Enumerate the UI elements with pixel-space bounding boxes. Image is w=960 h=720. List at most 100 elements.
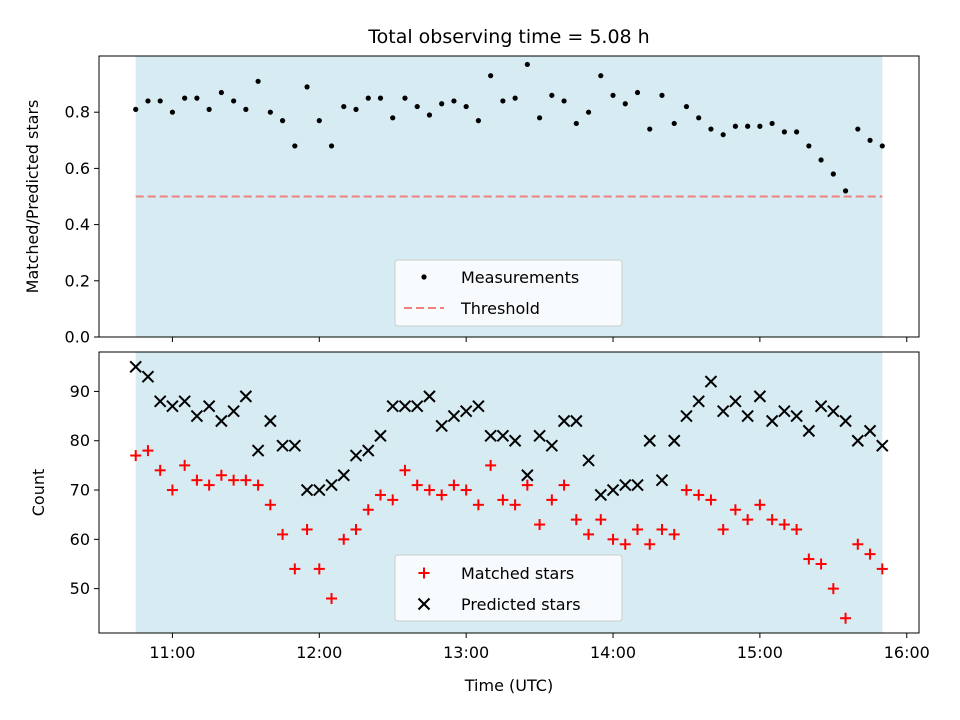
predicted-star-point bbox=[153, 395, 167, 408]
predicted-star-point bbox=[533, 429, 546, 443]
matched-star-point bbox=[778, 519, 790, 531]
predicted-star-point bbox=[704, 375, 718, 388]
measurement-point bbox=[622, 101, 628, 107]
matched-star-point bbox=[240, 474, 252, 486]
legend-predicted-marker bbox=[417, 597, 431, 611]
matched-star-point bbox=[729, 504, 741, 516]
matched-star-point bbox=[472, 499, 484, 511]
measurement-point bbox=[867, 137, 873, 143]
predicted-star-point bbox=[386, 400, 399, 413]
measurement-point bbox=[696, 115, 702, 121]
measurement-point bbox=[671, 120, 677, 127]
predicted-star-point bbox=[753, 390, 767, 403]
measurement-point bbox=[806, 143, 812, 149]
predicted-star-point bbox=[827, 404, 840, 418]
measurement-point bbox=[255, 78, 261, 84]
measurement-point bbox=[524, 61, 530, 68]
measurement-point bbox=[573, 120, 579, 127]
measurement-point bbox=[133, 106, 139, 112]
measurement-point bbox=[414, 103, 420, 110]
matched-star-point bbox=[448, 479, 460, 491]
legend-matched-glyph bbox=[418, 567, 430, 579]
matched-star-point bbox=[313, 563, 325, 575]
measurement-point bbox=[610, 92, 616, 98]
matched-star-point bbox=[215, 469, 227, 481]
matched-star-point bbox=[693, 489, 705, 501]
matched-star-point bbox=[791, 523, 803, 535]
predicted-star-point bbox=[814, 400, 828, 413]
predicted-star-point bbox=[215, 414, 228, 428]
top-legend-box bbox=[394, 259, 623, 327]
predicted-star-point bbox=[643, 434, 656, 447]
matched-star-point bbox=[534, 519, 546, 531]
measurement-point bbox=[659, 92, 665, 98]
predicted-star-point bbox=[790, 409, 803, 423]
matched-star-point bbox=[142, 445, 154, 457]
predicted-star-point bbox=[484, 429, 497, 443]
predicted-star-point bbox=[288, 439, 302, 452]
measurement-point bbox=[292, 143, 298, 149]
bottom-axes-frame bbox=[98, 351, 920, 634]
matched-star-point bbox=[521, 479, 533, 491]
matched-star-point bbox=[876, 563, 888, 575]
measurement-point bbox=[145, 98, 151, 104]
predicted-star-point bbox=[459, 404, 473, 418]
matched-star-point bbox=[289, 563, 301, 575]
matched-star-point bbox=[607, 533, 619, 545]
measurement-point bbox=[353, 106, 359, 112]
matched-star-point bbox=[754, 499, 766, 511]
bottom-x-ticks: 11:00 12:00 13:00 14:00 15:00 16:00 bbox=[149, 633, 930, 662]
matched-star-point bbox=[742, 514, 754, 526]
matched-star-point bbox=[509, 499, 521, 511]
measurement-point bbox=[855, 126, 861, 132]
predicted-star-point bbox=[545, 439, 559, 452]
measurement-point bbox=[218, 89, 224, 96]
measurement-point bbox=[757, 123, 763, 129]
predicted-star-point bbox=[692, 395, 705, 408]
top-y-tick-label: 0.4 bbox=[65, 215, 90, 234]
legend-measurement-marker bbox=[421, 274, 427, 280]
predicted-star-point bbox=[227, 404, 240, 418]
measurement-point bbox=[243, 106, 249, 112]
matched-star-point bbox=[338, 533, 350, 545]
predicted-star-point bbox=[570, 414, 583, 428]
matched-star-point bbox=[632, 523, 644, 535]
measurement-point bbox=[475, 118, 482, 124]
predicted-star-point bbox=[631, 478, 644, 492]
measurement-point bbox=[512, 95, 518, 101]
top-y-axis-label: Matched/Predicted stars bbox=[23, 100, 42, 294]
chart-title: Total observing time = 5.08 h bbox=[367, 26, 649, 48]
measurement-point bbox=[267, 109, 273, 115]
bottom-legend: Matched stars Predicted stars bbox=[394, 554, 623, 622]
measurement-point bbox=[231, 98, 237, 104]
legend-matched-label: Matched stars bbox=[461, 564, 574, 583]
matched-star-point bbox=[166, 484, 178, 496]
measurement-point bbox=[500, 98, 506, 104]
predicted-star-point bbox=[423, 390, 436, 403]
measurement-point bbox=[708, 126, 714, 132]
matched-star-point bbox=[570, 514, 582, 526]
measurement-point bbox=[536, 115, 543, 121]
legend-predicted-glyph bbox=[417, 597, 431, 611]
predicted-star-point bbox=[802, 424, 816, 438]
predicted-star-point bbox=[557, 414, 571, 428]
predicted-star-point bbox=[680, 409, 693, 423]
top-axes-frame bbox=[98, 55, 920, 338]
measurement-point bbox=[279, 118, 286, 124]
measurement-point bbox=[182, 95, 188, 101]
predicted-star-point bbox=[435, 419, 448, 433]
predicted-star-point bbox=[668, 434, 681, 447]
measurement-point bbox=[390, 115, 396, 121]
bottom-y-tick-label: 70 bbox=[70, 481, 90, 500]
measurement-point bbox=[463, 103, 469, 110]
predicted-star-point bbox=[300, 483, 314, 497]
legend-predicted-label: Predicted stars bbox=[461, 595, 581, 614]
predicted-star-point bbox=[264, 414, 277, 428]
x-tick-label: 15:00 bbox=[737, 643, 783, 662]
predicted-star-point bbox=[129, 360, 142, 373]
measurement-point bbox=[365, 95, 371, 101]
predicted-star-point bbox=[313, 483, 326, 497]
predicted-star-point bbox=[655, 473, 669, 487]
predicted-star-point bbox=[472, 400, 485, 413]
measurement-point bbox=[426, 112, 433, 118]
